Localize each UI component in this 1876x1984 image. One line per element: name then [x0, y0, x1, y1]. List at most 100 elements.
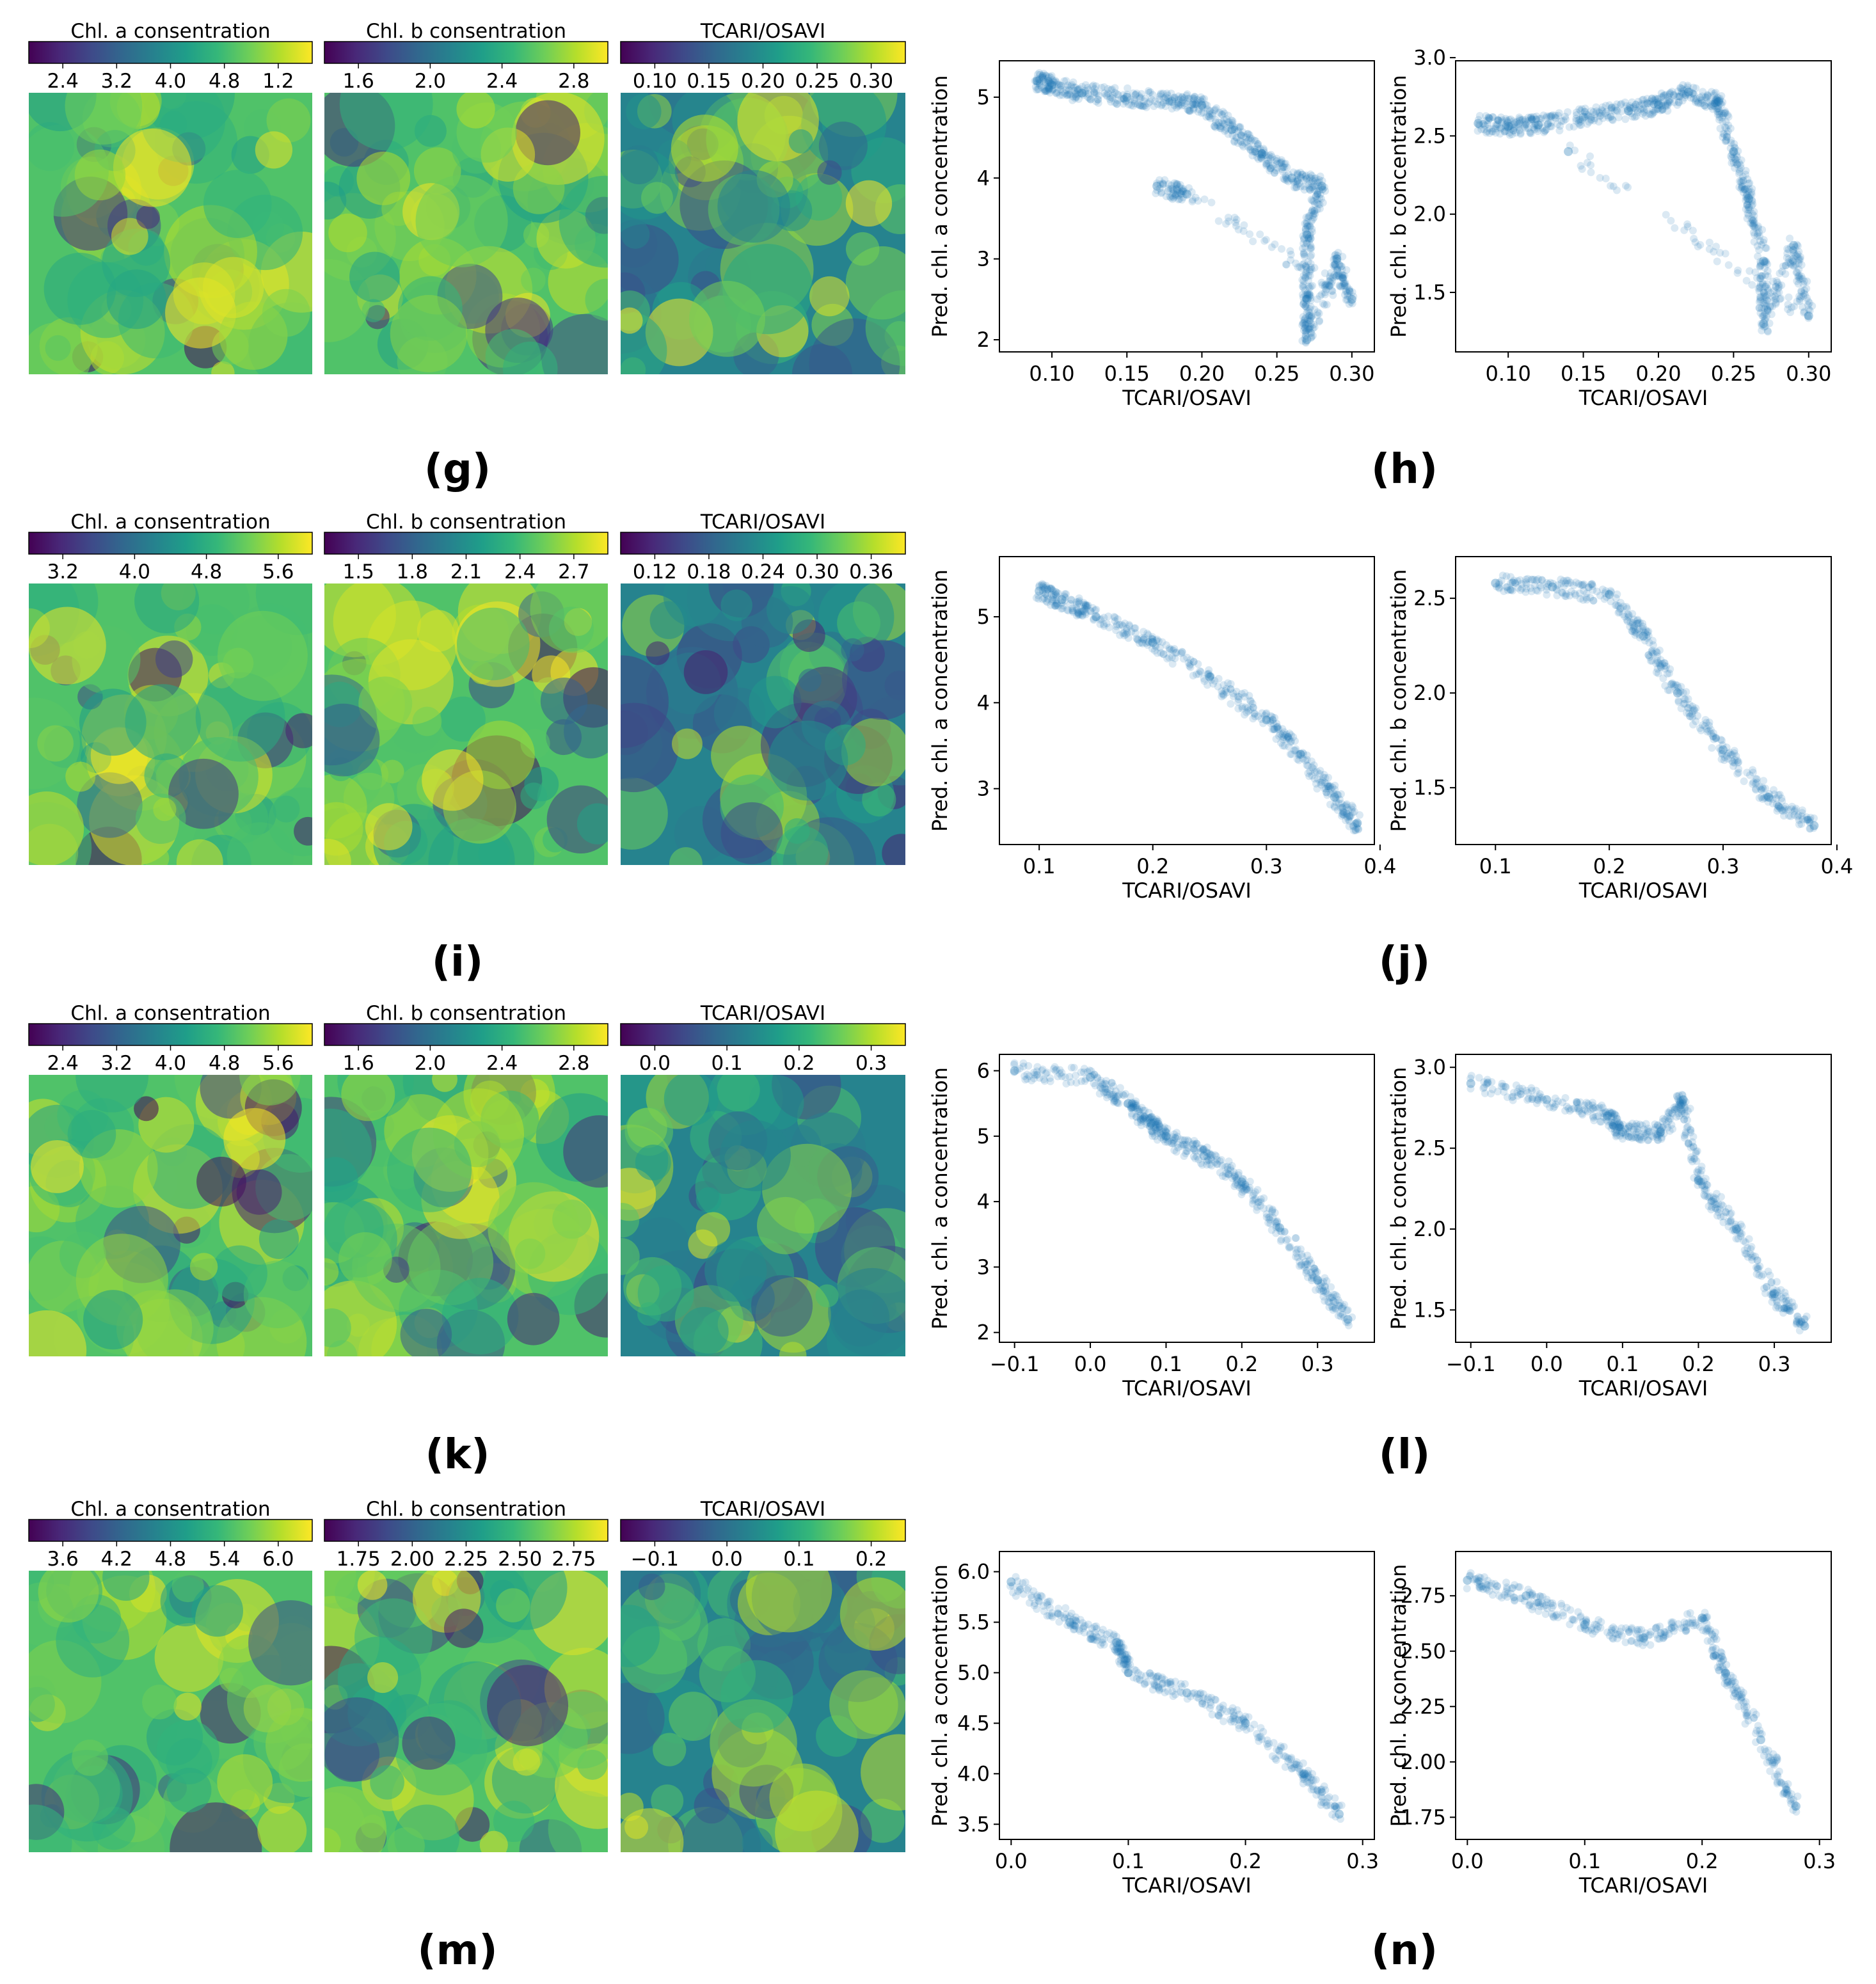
scatter-point [1273, 154, 1281, 163]
scatter-point [1543, 591, 1551, 599]
scatter-anchor-point [1618, 1127, 1627, 1137]
heatmap-blob [745, 1571, 832, 1633]
scatter-point [1208, 111, 1216, 120]
scatter-point [1048, 86, 1056, 94]
heatmap-blob [285, 713, 312, 749]
scatter-point [1747, 1245, 1755, 1253]
scatter-point [1266, 164, 1275, 173]
scatter-point [1230, 137, 1239, 145]
scatter-anchor-point [1564, 147, 1573, 156]
scatter-plot-h-2: 0.10 0.15 0.20 0.25 0.301.52.02.53.0TCARI/OS… [1387, 45, 1832, 410]
scatter-point [1177, 100, 1185, 108]
scatter-point [1174, 95, 1182, 104]
x-tick-label: 0.30 [1786, 361, 1831, 386]
scatter-point [1104, 84, 1112, 93]
scatter-point [1088, 83, 1097, 91]
scatter-point [1186, 107, 1195, 115]
scatter-anchor-point [1653, 100, 1663, 109]
scatter-anchor-point [1302, 335, 1312, 345]
scatter-point [1293, 177, 1301, 186]
scatter-point [1206, 114, 1214, 122]
scatter-point [1193, 100, 1202, 109]
scatter-point [1338, 266, 1346, 274]
scatter-point [1249, 715, 1257, 723]
scatter-point [1628, 1134, 1636, 1142]
heatmap-blob [218, 610, 308, 701]
colorbar-tick-label: 0.10 [633, 70, 677, 93]
scatter-point [1753, 242, 1761, 250]
scatter-point [1211, 106, 1220, 114]
scatter-point [1306, 186, 1314, 194]
scatter-point [1313, 295, 1321, 303]
scatter-point [1070, 86, 1078, 95]
scatter-point [1134, 100, 1142, 109]
x-tick-label: 0.0 [1530, 1352, 1563, 1376]
y-tick-label: 6 [977, 1059, 990, 1083]
scatter-point [1146, 88, 1154, 96]
scatter-point [1035, 79, 1044, 88]
scatter-point [1208, 1710, 1216, 1718]
scatter-anchor-point [1678, 1095, 1688, 1104]
colorbar-tick-label: 1.75 [337, 1548, 381, 1571]
scatter-point [1264, 154, 1273, 162]
scatter-point [1344, 815, 1353, 823]
scatter-point [1113, 1098, 1121, 1106]
scatter-point [1504, 586, 1512, 594]
scatter-point [1246, 146, 1255, 154]
scatter-point [1248, 148, 1257, 156]
scatter-point [1297, 173, 1305, 182]
scatter-point [1779, 1308, 1788, 1317]
scatter-point [1025, 1599, 1033, 1607]
scatter-anchor-point [1770, 1289, 1779, 1299]
scatter-point [1137, 1122, 1145, 1130]
scatter-point [1217, 110, 1225, 118]
heatmap-blob [496, 1588, 530, 1623]
scatter-anchor-point [1673, 688, 1682, 698]
y-axis-label: Pred. chl. b concentration [1387, 569, 1411, 832]
heatmap-blob [559, 175, 608, 268]
scatter-point [1178, 98, 1186, 106]
scatter-point [1286, 247, 1294, 255]
heatmap-blob [720, 589, 752, 621]
heatmap-blob [324, 583, 397, 658]
colorbar-tick-label: 1.8 [397, 560, 428, 583]
scatter-point [1186, 107, 1194, 115]
scatter-point [1638, 100, 1646, 108]
scatter-point [1161, 93, 1170, 101]
scatter-point [1707, 729, 1715, 738]
heatmap-blob [775, 1790, 859, 1852]
scatter-point [1286, 750, 1294, 758]
colorbar [28, 41, 313, 64]
scatter-point [1214, 121, 1222, 129]
scatter-point [1174, 92, 1182, 100]
scatter-point [1033, 75, 1041, 83]
x-tick-label: 0.4 [1820, 854, 1853, 878]
scatter-point [1095, 91, 1103, 100]
scatter-point [1300, 186, 1308, 194]
y-tick-label: 2.0 [1413, 681, 1446, 705]
scatter-point [1210, 122, 1218, 131]
scatter-point [1561, 1093, 1570, 1102]
scatter-point [1702, 718, 1710, 727]
scatter-point [1141, 102, 1149, 110]
scatter-point [1164, 94, 1172, 102]
scatter-point [1246, 134, 1254, 142]
scatter-anchor-point [1759, 257, 1769, 266]
heatmap-blob [400, 1308, 452, 1356]
scatter-anchor-point [1237, 1177, 1246, 1187]
heatmap-blob [29, 791, 84, 865]
scatter-point [1529, 575, 1537, 583]
scatter-point [1760, 236, 1768, 244]
scatter-point [1069, 96, 1077, 104]
scatter-point [1192, 100, 1200, 109]
colorbar-tick-label: 3.2 [101, 1052, 132, 1075]
heatmap-blob [766, 586, 815, 634]
scatter-plot-n-1: 0.0 0.1 0.2 0.33.54.04.55.05.56.0TCARI/OSAV… [928, 1551, 1379, 1898]
scatter-point [1292, 183, 1301, 191]
scatter-point [1096, 1083, 1104, 1091]
scatter-point [1777, 281, 1786, 289]
scatter-point [1038, 72, 1047, 80]
scatter-point [1194, 660, 1202, 668]
scatter-cloud [1006, 1573, 1346, 1823]
scatter-point [1131, 91, 1140, 99]
